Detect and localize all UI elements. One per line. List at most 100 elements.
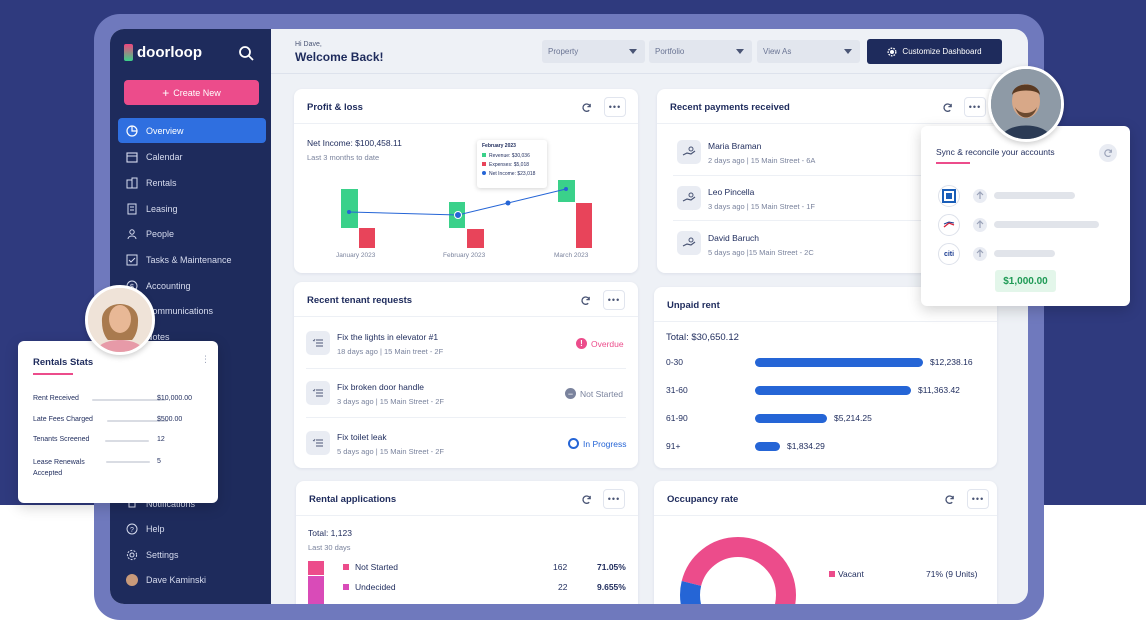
plus-icon: + — [162, 85, 170, 100]
sidebar-item-rentals[interactable]: Rentals — [118, 170, 266, 195]
application-pct: 9.655% — [597, 582, 626, 592]
more-vertical-icon[interactable]: ⋮ — [201, 354, 210, 364]
request-title[interactable]: Fix broken door handle — [337, 382, 424, 392]
stat-value: 12 — [157, 436, 165, 443]
search-icon[interactable] — [238, 45, 254, 61]
sidebar-item-overview[interactable]: Overview — [118, 118, 266, 143]
row-divider — [673, 220, 983, 221]
payment-hand-icon — [677, 186, 701, 210]
customize-dashboard-button[interactable]: Customize Dashboard — [867, 39, 1002, 64]
x-tick-label: March 2023 — [554, 252, 589, 259]
revenue-bar-jan[interactable] — [341, 189, 358, 228]
minus-icon: − — [565, 388, 576, 399]
application-count: 22 — [558, 582, 568, 592]
property-select[interactable]: Property — [542, 40, 645, 63]
stacked-bar-segment — [308, 561, 324, 575]
x-tick-label: February 2023 — [443, 252, 486, 259]
refresh-icon[interactable] — [944, 494, 955, 505]
refresh-icon[interactable] — [581, 102, 592, 113]
refresh-icon[interactable] — [580, 295, 591, 306]
man-avatar — [988, 66, 1064, 142]
payer-name[interactable]: Maria Braman — [708, 141, 762, 151]
more-options-button[interactable]: ••• — [603, 290, 625, 310]
sync-accounts-card: Sync & reconcile your accounts citi $1,0… — [921, 126, 1130, 306]
sidebar-item-people[interactable]: People — [118, 221, 266, 246]
sidebar-item-settings[interactable]: Settings — [118, 542, 266, 567]
refresh-icon[interactable] — [581, 494, 592, 505]
doorloop-logo[interactable]: doorloop — [124, 44, 202, 61]
application-pct: 71.05% — [597, 562, 626, 572]
sidebar-item-help[interactable]: ? Help — [118, 516, 266, 541]
expense-bar-jan[interactable] — [359, 228, 375, 248]
stacked-bar-segment — [308, 576, 324, 604]
expense-bar-feb[interactable] — [467, 229, 484, 248]
chevron-down-icon — [736, 49, 744, 54]
app-window: doorloop + Create New Overview Calendar … — [110, 29, 1028, 604]
header-divider — [271, 73, 1028, 74]
chevron-down-icon — [844, 49, 852, 54]
help-icon: ? — [126, 523, 138, 534]
more-options-button[interactable]: ••• — [603, 489, 625, 509]
unpaid-bar[interactable] — [755, 358, 923, 367]
sync-refresh-button[interactable] — [1099, 144, 1117, 162]
woman-avatar — [85, 285, 155, 355]
aging-bucket-label: 31-60 — [666, 385, 688, 395]
request-title[interactable]: Fix toilet leak — [337, 432, 387, 442]
net-income-point[interactable] — [347, 210, 351, 214]
profit-loss-chart — [341, 180, 592, 248]
sidebar-item-leasing[interactable]: Leasing — [118, 196, 266, 221]
refresh-icon[interactable] — [942, 102, 953, 113]
unpaid-total: Total: $30,650.12 — [666, 332, 739, 343]
unpaid-bar[interactable] — [755, 386, 911, 395]
placeholder-bar — [994, 250, 1055, 257]
more-options-button[interactable]: ••• — [964, 97, 986, 117]
vacant-slice[interactable] — [680, 537, 796, 604]
sidebar-item-calendar[interactable]: Calendar — [118, 144, 266, 169]
net-income-line — [348, 188, 567, 216]
unpaid-value-label: $5,214.25 — [834, 413, 872, 423]
arrow-up-icon — [973, 247, 987, 261]
sync-amount: $1,000.00 — [995, 270, 1056, 292]
more-options-button[interactable]: ••• — [604, 97, 626, 117]
net-income-point[interactable] — [564, 187, 568, 191]
chart-tooltip: February 2023 Revenue: $30,036 Expenses:… — [477, 140, 547, 188]
applications-title: Rental applications — [309, 494, 397, 505]
more-options-button[interactable]: ••• — [967, 489, 989, 509]
unpaid-value-label: $1,834.29 — [787, 441, 825, 451]
card-divider — [294, 123, 638, 124]
portfolio-select[interactable]: Portfolio — [649, 40, 752, 63]
placeholder-bar — [994, 192, 1075, 199]
stat-label: Tenants Screened — [33, 436, 90, 443]
net-income-point[interactable] — [505, 200, 511, 206]
revenue-bar-mar[interactable] — [558, 180, 575, 202]
application-status-label: Undecided — [355, 582, 396, 592]
stat-leader-line — [92, 399, 166, 401]
payer-name[interactable]: Leo Pincella — [708, 187, 755, 197]
request-meta: 5 days ago | 15 Main Street - 2F — [337, 447, 445, 456]
payment-meta: 3 days ago | 15 Main Street - 1F — [708, 202, 816, 211]
create-new-button[interactable]: + Create New — [124, 80, 259, 105]
sidebar-item-tasks[interactable]: Tasks & Maintenance — [118, 247, 266, 272]
expense-bar-mar[interactable] — [576, 203, 592, 248]
card-divider — [294, 316, 638, 317]
logo-mark-icon — [124, 44, 133, 61]
profit-loss-card: Profit & loss ••• Net Income: $100,458.1… — [294, 89, 638, 273]
payer-name[interactable]: David Baruch — [708, 233, 760, 243]
card-divider — [296, 515, 638, 516]
title-underline — [936, 162, 970, 164]
sidebar-item-user[interactable]: Dave Kaminski — [118, 567, 266, 592]
unpaid-bar[interactable] — [755, 414, 827, 423]
unpaid-bar[interactable] — [755, 442, 780, 451]
net-income-point[interactable] — [454, 211, 462, 219]
tenant-requests-card: Recent tenant requests ••• Fix the light… — [294, 282, 638, 468]
legend-swatch — [829, 571, 835, 577]
occupancy-legend-label: Vacant — [838, 569, 864, 579]
placeholder-bar — [994, 221, 1099, 228]
stat-label: Late Fees Charged — [33, 416, 93, 423]
unpaid-value-label: $12,238.16 — [930, 357, 973, 367]
document-icon — [127, 203, 137, 214]
request-title[interactable]: Fix the lights in elevator #1 — [337, 332, 439, 342]
occupied-slice[interactable] — [680, 537, 796, 604]
view-as-select[interactable]: View As — [757, 40, 860, 63]
stat-leader-line — [105, 440, 149, 442]
